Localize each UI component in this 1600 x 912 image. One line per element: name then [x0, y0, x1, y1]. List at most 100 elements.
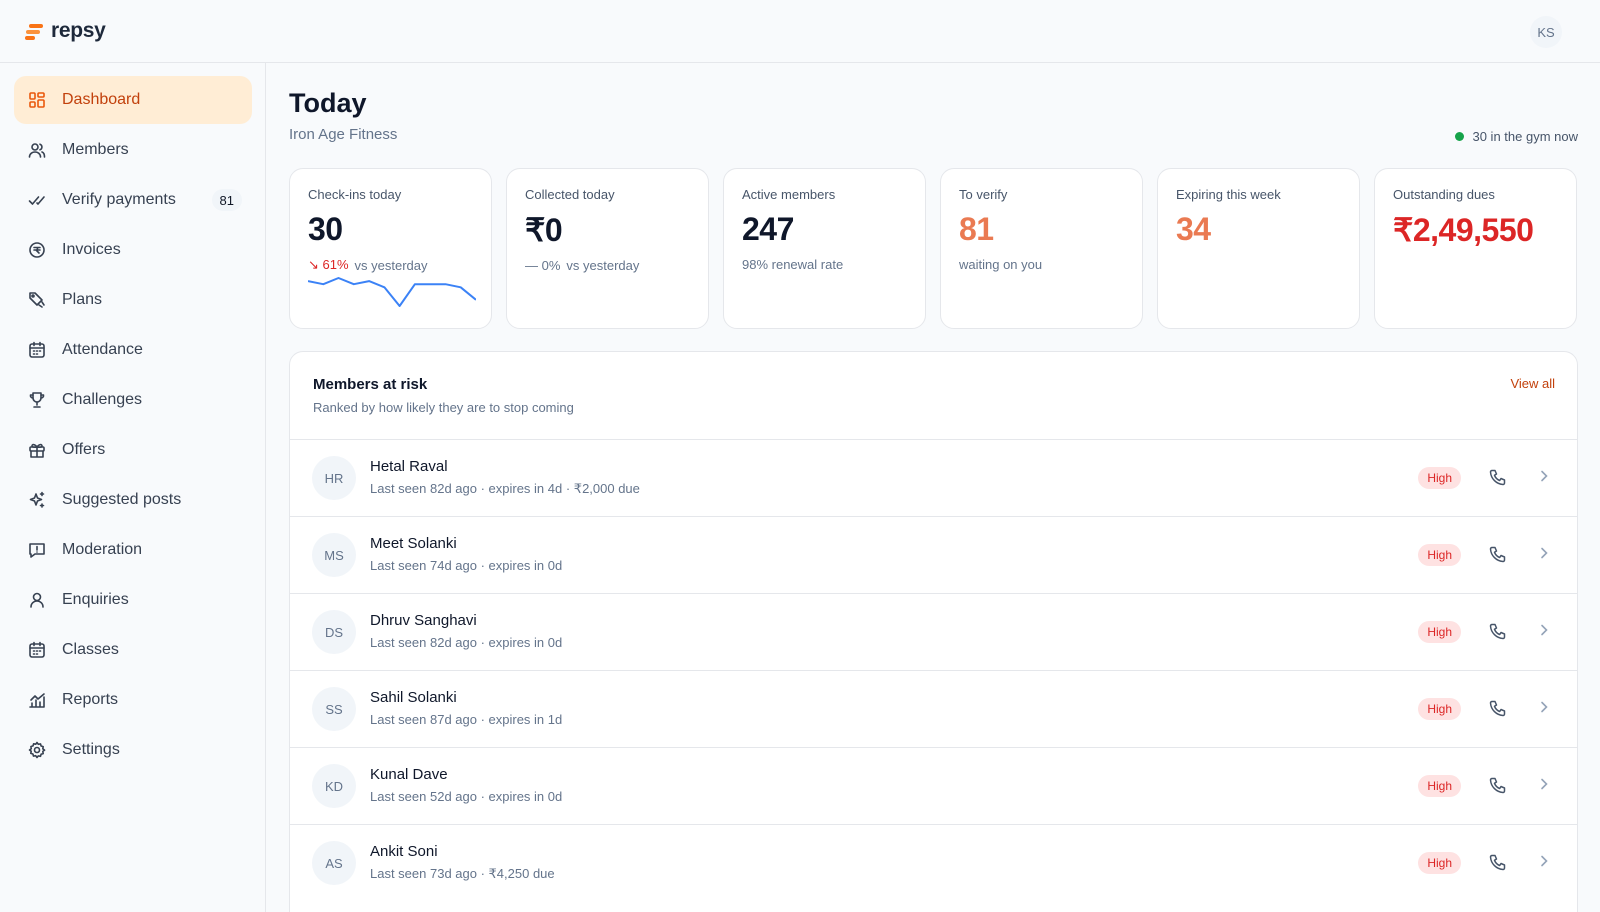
member-meta: Last seen 87d ago · expires in 1d — [370, 712, 563, 727]
phone-icon[interactable] — [1489, 468, 1509, 488]
sidebar-item-label: Classes — [62, 641, 119, 658]
panel-title: Members at risk — [313, 376, 428, 393]
check-double-icon — [28, 191, 46, 209]
list-item[interactable]: MS Meet Solanki Last seen 74d ago · expi… — [290, 516, 1577, 593]
avatar: AS — [312, 841, 356, 885]
stat-change: — 0% vs yesterday — [525, 258, 690, 273]
stat-label: Active members — [742, 187, 836, 202]
dashboard-icon — [28, 91, 46, 109]
risk-list: HR Hetal Raval Last seen 82d ago · expir… — [290, 439, 1577, 901]
logo-icon — [25, 21, 45, 41]
members-icon — [28, 141, 46, 159]
stat-sub: waiting on you — [959, 257, 1043, 272]
live-occupancy-text: 30 in the gym now — [1472, 129, 1578, 144]
member-name: Hetal Raval — [370, 458, 448, 475]
member-name: Sahil Solanki — [370, 689, 457, 706]
phone-icon[interactable] — [1489, 699, 1509, 719]
list-item[interactable]: HR Hetal Raval Last seen 82d ago · expir… — [290, 439, 1577, 516]
sidebar-item-invoices[interactable]: Invoices — [14, 226, 252, 274]
member-name: Meet Solanki — [370, 535, 457, 552]
avatar: SS — [312, 687, 356, 731]
risk-badge: High — [1418, 621, 1461, 643]
sparkles-icon — [28, 491, 46, 509]
sidebar-item-suggested-posts[interactable]: Suggested posts — [14, 476, 252, 524]
chevron-right-icon[interactable] — [1537, 623, 1553, 639]
sidebar-item-reports[interactable]: Reports — [14, 676, 252, 724]
sidebar-item-label: Dashboard — [62, 91, 141, 108]
message-flag-icon — [28, 541, 46, 559]
invoice-icon — [28, 241, 46, 259]
sidebar: Dashboard Members Verify payments 81 Inv… — [0, 63, 266, 912]
stat-card-outstanding-dues[interactable]: Outstanding dues ₹2,49,550 — [1374, 168, 1577, 329]
sidebar-item-label: Suggested posts — [62, 491, 182, 508]
risk-badge: High — [1418, 775, 1461, 797]
stat-value: ₹0 — [525, 212, 563, 248]
sidebar-item-label: Challenges — [62, 391, 143, 408]
list-item[interactable]: KD Kunal Dave Last seen 52d ago · expire… — [290, 747, 1577, 824]
stat-card-active-members[interactable]: Active members 247 98% renewal rate — [723, 168, 926, 329]
stat-card-collected[interactable]: Collected today ₹0 — 0% vs yesterday — [506, 168, 709, 329]
member-name: Kunal Dave — [370, 766, 448, 783]
stat-value: ₹2,49,550 — [1393, 212, 1534, 248]
sidebar-item-plans[interactable]: Plans — [14, 276, 252, 324]
sidebar-item-verify-payments[interactable]: Verify payments 81 — [14, 176, 252, 224]
checkins-sparkline — [308, 277, 476, 307]
members-at-risk-panel: Members at risk Ranked by how likely the… — [289, 351, 1578, 912]
stat-change: ↘ 61% vs yesterday — [308, 257, 473, 273]
sidebar-item-enquiries[interactable]: Enquiries — [14, 576, 252, 624]
chevron-right-icon[interactable] — [1537, 777, 1553, 793]
sidebar-item-challenges[interactable]: Challenges — [14, 376, 252, 424]
list-item[interactable]: DS Dhruv Sanghavi Last seen 82d ago · ex… — [290, 593, 1577, 670]
sidebar-item-moderation[interactable]: Moderation — [14, 526, 252, 574]
phone-icon[interactable] — [1489, 622, 1509, 642]
sidebar-item-label: Plans — [62, 291, 103, 308]
stat-value: 81 — [959, 211, 994, 247]
sidebar-item-label: Moderation — [62, 541, 143, 558]
gym-name: Iron Age Fitness — [289, 126, 398, 143]
sidebar-item-label: Attendance — [62, 341, 143, 358]
sidebar-item-settings[interactable]: Settings — [14, 726, 252, 774]
phone-icon[interactable] — [1489, 776, 1509, 796]
sidebar-item-label: Invoices — [62, 241, 121, 258]
sidebar-item-label: Settings — [62, 741, 120, 758]
view-all-link[interactable]: View all — [1510, 376, 1555, 391]
risk-badge: High — [1418, 852, 1461, 874]
chevron-right-icon[interactable] — [1537, 546, 1553, 562]
sidebar-item-dashboard[interactable]: Dashboard — [14, 76, 252, 124]
sidebar-item-attendance[interactable]: Attendance — [14, 326, 252, 374]
stat-card-to-verify[interactable]: To verify 81 waiting on you — [940, 168, 1143, 329]
sidebar-item-members[interactable]: Members — [14, 126, 252, 174]
brand-logo[interactable]: repsy — [25, 19, 106, 43]
list-item[interactable]: SS Sahil Solanki Last seen 87d ago · exp… — [290, 670, 1577, 747]
sidebar-item-label: Enquiries — [62, 591, 129, 608]
chevron-right-icon[interactable] — [1537, 854, 1553, 870]
sidebar-item-offers[interactable]: Offers — [14, 426, 252, 474]
stat-value: 30 — [308, 211, 343, 247]
avatar: HR — [312, 456, 356, 500]
member-name: Ankit Soni — [370, 843, 438, 860]
sidebar-item-classes[interactable]: Classes — [14, 626, 252, 674]
phone-icon[interactable] — [1489, 853, 1509, 873]
stat-card-expiring[interactable]: Expiring this week 34 — [1157, 168, 1360, 329]
trophy-icon — [28, 391, 46, 409]
list-item[interactable]: AS Ankit Soni Last seen 73d ago · ₹4,250… — [290, 824, 1577, 901]
live-dot-icon — [1455, 132, 1465, 141]
stat-change-suffix: vs yesterday — [354, 257, 428, 273]
chevron-right-icon[interactable] — [1537, 700, 1553, 716]
user-icon — [28, 591, 46, 609]
stat-label: Expiring this week — [1176, 187, 1281, 202]
member-meta: Last seen 82d ago · expires in 4d · ₹2,0… — [370, 481, 640, 496]
avatar: DS — [312, 610, 356, 654]
plans-icon — [28, 291, 46, 309]
user-avatar[interactable]: KS — [1530, 16, 1562, 48]
brand-name: repsy — [51, 19, 106, 42]
gear-icon — [28, 741, 46, 759]
member-meta: Last seen 52d ago · expires in 0d — [370, 789, 563, 804]
phone-icon[interactable] — [1489, 545, 1509, 565]
avatar: KD — [312, 764, 356, 808]
chevron-right-icon[interactable] — [1537, 469, 1553, 485]
stat-label: Outstanding dues — [1393, 187, 1495, 202]
top-bar: repsy KS — [0, 0, 1600, 63]
stat-card-checkins[interactable]: Check-ins today 30 ↘ 61% vs yesterday — [289, 168, 492, 329]
member-meta: Last seen 82d ago · expires in 0d — [370, 635, 563, 650]
